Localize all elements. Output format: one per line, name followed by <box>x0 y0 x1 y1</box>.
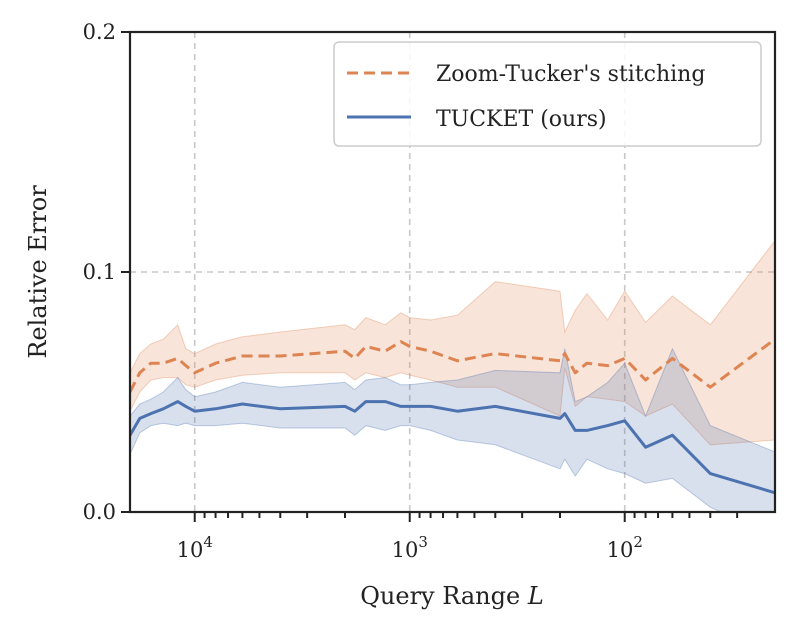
series-line-0 <box>130 337 775 393</box>
legend: Zoom-Tucker's stitching TUCKET (ours) <box>333 41 762 147</box>
ticks: 0.0 0.1 0.2 104 103 102 <box>83 20 739 562</box>
series-lines <box>130 337 775 495</box>
y-axis-title: Relative Error <box>24 185 52 359</box>
x-tick-label: 104 <box>177 533 213 562</box>
legend-box <box>333 41 762 147</box>
x-tick-label: 102 <box>607 533 643 562</box>
confidence-band-1 <box>130 347 775 512</box>
legend-label-tucket: TUCKET (ours) <box>436 107 607 132</box>
y-tick-label: 0.1 <box>83 260 116 284</box>
confidence-band-0 <box>130 239 775 446</box>
y-tick-label: 0.0 <box>83 500 116 524</box>
confidence-bands <box>130 239 775 512</box>
series-line-1 <box>130 400 775 495</box>
y-tick-label: 0.2 <box>83 20 116 44</box>
x-axis-title: Query Range L <box>360 582 544 610</box>
legend-label-zoom-tucker: Zoom-Tucker's stitching <box>436 62 705 87</box>
x-tick-label: 103 <box>392 533 428 562</box>
